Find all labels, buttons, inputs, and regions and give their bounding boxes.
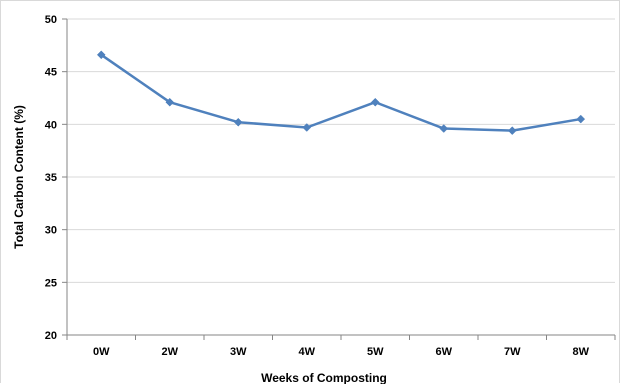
x-tick-label: 6W bbox=[436, 346, 453, 358]
x-tick-labels: 0W 2W 3W 4W 5W 6W 7W 8W bbox=[93, 346, 590, 358]
series-group bbox=[96, 50, 586, 136]
axes bbox=[62, 18, 616, 340]
data-point-7W bbox=[507, 126, 517, 136]
x-tick-label: 0W bbox=[93, 346, 110, 358]
data-point-8W bbox=[576, 114, 586, 124]
x-axis-title: Weeks of Composting bbox=[261, 371, 387, 384]
data-point-5W bbox=[370, 97, 380, 107]
series-line bbox=[100, 53, 582, 132]
y-tick-label: 50 bbox=[45, 14, 57, 26]
x-tick-label: 3W bbox=[230, 346, 247, 358]
x-tick-label: 8W bbox=[573, 346, 590, 358]
x-tick-label: 5W bbox=[367, 346, 384, 358]
y-tick-label: 20 bbox=[45, 330, 57, 342]
y-tick-label: 30 bbox=[45, 225, 57, 237]
y-axis-title: Total Carbon Content (%) bbox=[12, 105, 26, 249]
y-tick-label: 35 bbox=[45, 172, 57, 184]
y-tick-label: 25 bbox=[45, 277, 57, 289]
y-tick-label: 45 bbox=[45, 67, 57, 79]
x-tick-label: 2W bbox=[162, 346, 179, 358]
gridlines bbox=[67, 18, 615, 283]
data-point-6W bbox=[439, 124, 449, 133]
y-tick-label: 40 bbox=[45, 119, 57, 131]
data-point-3W bbox=[233, 117, 243, 127]
x-tick-label: 7W bbox=[504, 346, 521, 358]
data-point-2W bbox=[165, 97, 175, 107]
y-tick-labels: 20 25 30 35 40 45 50 bbox=[45, 14, 57, 342]
data-point-0W bbox=[96, 50, 106, 60]
x-tick-label: 4W bbox=[299, 346, 316, 358]
data-point-4W bbox=[302, 123, 312, 132]
